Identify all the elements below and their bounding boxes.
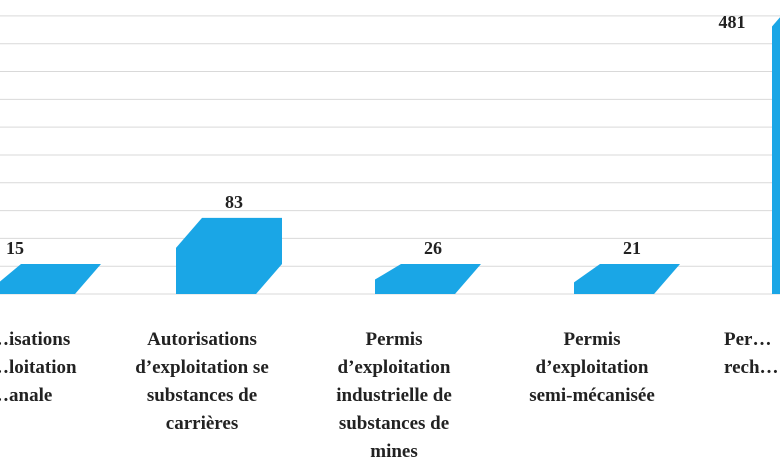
- category-label-line: Per…: [724, 329, 772, 350]
- category-label-line: substances de: [146, 385, 258, 406]
- category-label: Autorisations d’exploitation se substances…: [117, 326, 287, 438]
- category-label-line: semi-mécanisée: [529, 385, 655, 406]
- category-label: Permis d’exploitation semi-mécanisée: [507, 326, 677, 410]
- category-label-line: …loitation: [0, 357, 77, 378]
- bar: [574, 264, 680, 294]
- value-label: 83: [225, 192, 243, 212]
- category-label-line: d’exploitation: [337, 357, 451, 378]
- category-label-line: d’exploitation se: [135, 357, 269, 378]
- bar: [375, 264, 481, 294]
- value-label: 15: [6, 238, 24, 258]
- category-label-line: Permis: [365, 329, 423, 350]
- category-label-line: Permis: [563, 329, 621, 350]
- category-label-line: rech…: [724, 357, 779, 378]
- category-label-line: …isations: [0, 329, 71, 350]
- bar: [176, 217, 282, 294]
- gridlines: [0, 15, 780, 295]
- category-label: …isations …loitation …anale: [0, 326, 110, 410]
- category-label-line: mines: [370, 441, 418, 462]
- bars: [0, 17, 780, 294]
- category-label-line: substances de: [338, 413, 450, 434]
- category-label-line: …anale: [0, 385, 53, 406]
- bar: [772, 17, 780, 294]
- value-label: 481: [719, 12, 746, 32]
- category-label: Per… rech…: [724, 326, 780, 382]
- bar: [0, 264, 101, 294]
- category-label-line: carrières: [165, 413, 239, 434]
- category-label-line: Autorisations: [147, 329, 257, 350]
- value-labels: 15 83 26 21 481: [6, 12, 746, 258]
- value-label: 26: [424, 238, 442, 258]
- value-label: 21: [623, 238, 641, 258]
- category-label-line: industrielle de: [336, 385, 452, 406]
- category-label: Permis d’exploitation industrielle de subst…: [309, 326, 479, 466]
- category-label-line: d’exploitation: [535, 357, 649, 378]
